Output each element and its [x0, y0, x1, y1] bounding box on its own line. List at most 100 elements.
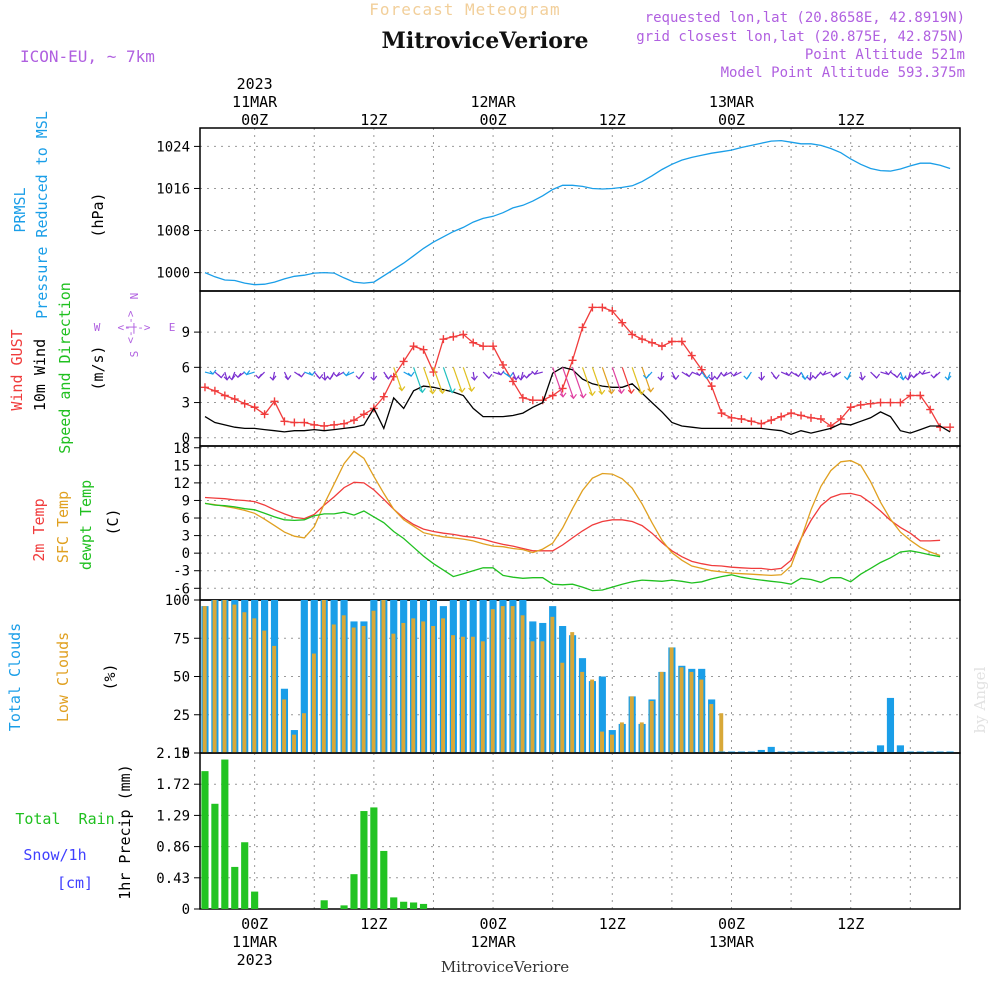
wind-arrow-head [326, 374, 334, 381]
y-tick-label: -3 [173, 564, 190, 580]
rain-bar [241, 842, 249, 909]
wind-direction-arrow [472, 371, 476, 381]
rain-bar [211, 803, 219, 909]
wind-direction-arrow [492, 371, 502, 376]
wind-arrow-head [642, 373, 650, 380]
wind-arrow-head [944, 375, 952, 381]
gust-marker [737, 414, 746, 423]
wind-direction-arrow [822, 371, 832, 376]
gust-marker [707, 382, 716, 391]
wind-arrow-head [627, 388, 635, 395]
compass-west: W [94, 321, 101, 334]
rain-bar [350, 874, 358, 909]
rain-bar [380, 850, 388, 909]
low-cloud-bar [232, 604, 237, 753]
total-cloud-bar [876, 745, 885, 753]
gust-marker [439, 335, 448, 344]
wind-arrow-head [885, 370, 892, 376]
wind-arrow-head [559, 392, 567, 398]
y-tick-label: 15 [173, 458, 190, 474]
wind-arrow-head [672, 374, 680, 381]
gust-marker [359, 410, 368, 419]
gust-marker [628, 330, 637, 339]
top-axis-label: 12MAR [470, 93, 516, 111]
wind-arrow-head [685, 372, 693, 378]
gust-marker [548, 391, 557, 400]
wind-arrow-head [930, 373, 938, 379]
pressure-frame [199, 127, 961, 292]
rain-bar [370, 807, 378, 909]
wind-direction-arrow [611, 367, 622, 394]
wind-arrow-head [298, 372, 305, 378]
wind-arrow-head [531, 369, 539, 376]
bottom-axis-label: 13MAR [709, 933, 755, 951]
y-tick-label: 0.43 [156, 871, 190, 887]
gust-marker [946, 423, 955, 432]
y-tick-label: 6 [182, 360, 190, 376]
temp-unit: (C) [104, 508, 122, 535]
wind-arrow-head [758, 375, 766, 381]
prmsl-label: PRMSL [11, 187, 29, 232]
gust-marker [250, 403, 259, 412]
low-cloud-bar [202, 606, 207, 753]
gust-marker [906, 391, 915, 400]
wind-arrow-head [657, 375, 665, 381]
wind-arrow-head [598, 389, 606, 396]
series-line-prmsl [204, 139, 951, 286]
low-cloud-bar [302, 713, 306, 753]
total-cloud-bar [886, 697, 895, 753]
gust-marker [240, 399, 249, 408]
wind-direction-arrow [432, 367, 444, 394]
low-cloud-bar [351, 627, 356, 753]
wind-direction-arrow [562, 367, 575, 399]
pressure-panel: 1000 1008 1016 1024 [156, 127, 961, 292]
gust-marker [667, 337, 676, 346]
wind-arrow-head [316, 374, 324, 380]
gust-marker [816, 414, 825, 423]
wind-arrow-head [819, 370, 827, 376]
y-tick-label: 0 [182, 902, 190, 918]
gust-marker [459, 330, 468, 339]
rain-bar [201, 771, 209, 909]
low-cloud-bar [530, 641, 535, 753]
low-cloud-bar [292, 734, 297, 753]
bottom-axis-label: 2023 [237, 951, 273, 969]
gust-marker [578, 323, 587, 332]
y-tick-label: 9 [182, 493, 190, 509]
y-tick-label: 0 [182, 431, 190, 447]
wind-direction-arrow [621, 367, 632, 394]
gust-marker [270, 397, 279, 406]
bottom-axis-label: 12Z [599, 915, 626, 933]
gust-marker [449, 332, 458, 341]
gust-marker [479, 342, 488, 351]
wind-direction-arrow [880, 371, 889, 376]
rain-bar [419, 903, 428, 909]
series-line-dewpt-temp [204, 502, 941, 592]
y-tick-label: 9 [182, 325, 190, 341]
gust-marker [886, 398, 895, 407]
gust-marker [657, 342, 666, 351]
wind-arrow-head [284, 375, 292, 381]
bottom-axis-label: 11MAR [232, 933, 278, 951]
low-cloud-bar [709, 704, 714, 753]
wind-direction-arrow [442, 367, 453, 393]
low-cloud-bar [600, 731, 604, 753]
rain-bar [360, 811, 368, 909]
wind-panel: 0 3 6 9 [182, 290, 961, 447]
gust-marker [469, 338, 478, 347]
gust-marker [210, 386, 219, 395]
gust-marker [836, 414, 845, 423]
wind-direction-arrow [413, 367, 423, 393]
low-cloud-bar [520, 615, 525, 753]
compass-east: E [169, 321, 176, 334]
bottom-axis-label: 00Z [718, 915, 745, 933]
wind-arrow-head [617, 388, 625, 395]
wind-direction-arrow [452, 367, 463, 393]
gust-marker [409, 342, 418, 351]
snow-label: Snow/1h [23, 846, 86, 864]
wind-gust-label: Wind GUST [8, 329, 26, 410]
precip-unit: 1hr Precip (mm) [116, 764, 134, 899]
gust-marker [677, 337, 686, 346]
wind-arrow-head [785, 371, 793, 377]
